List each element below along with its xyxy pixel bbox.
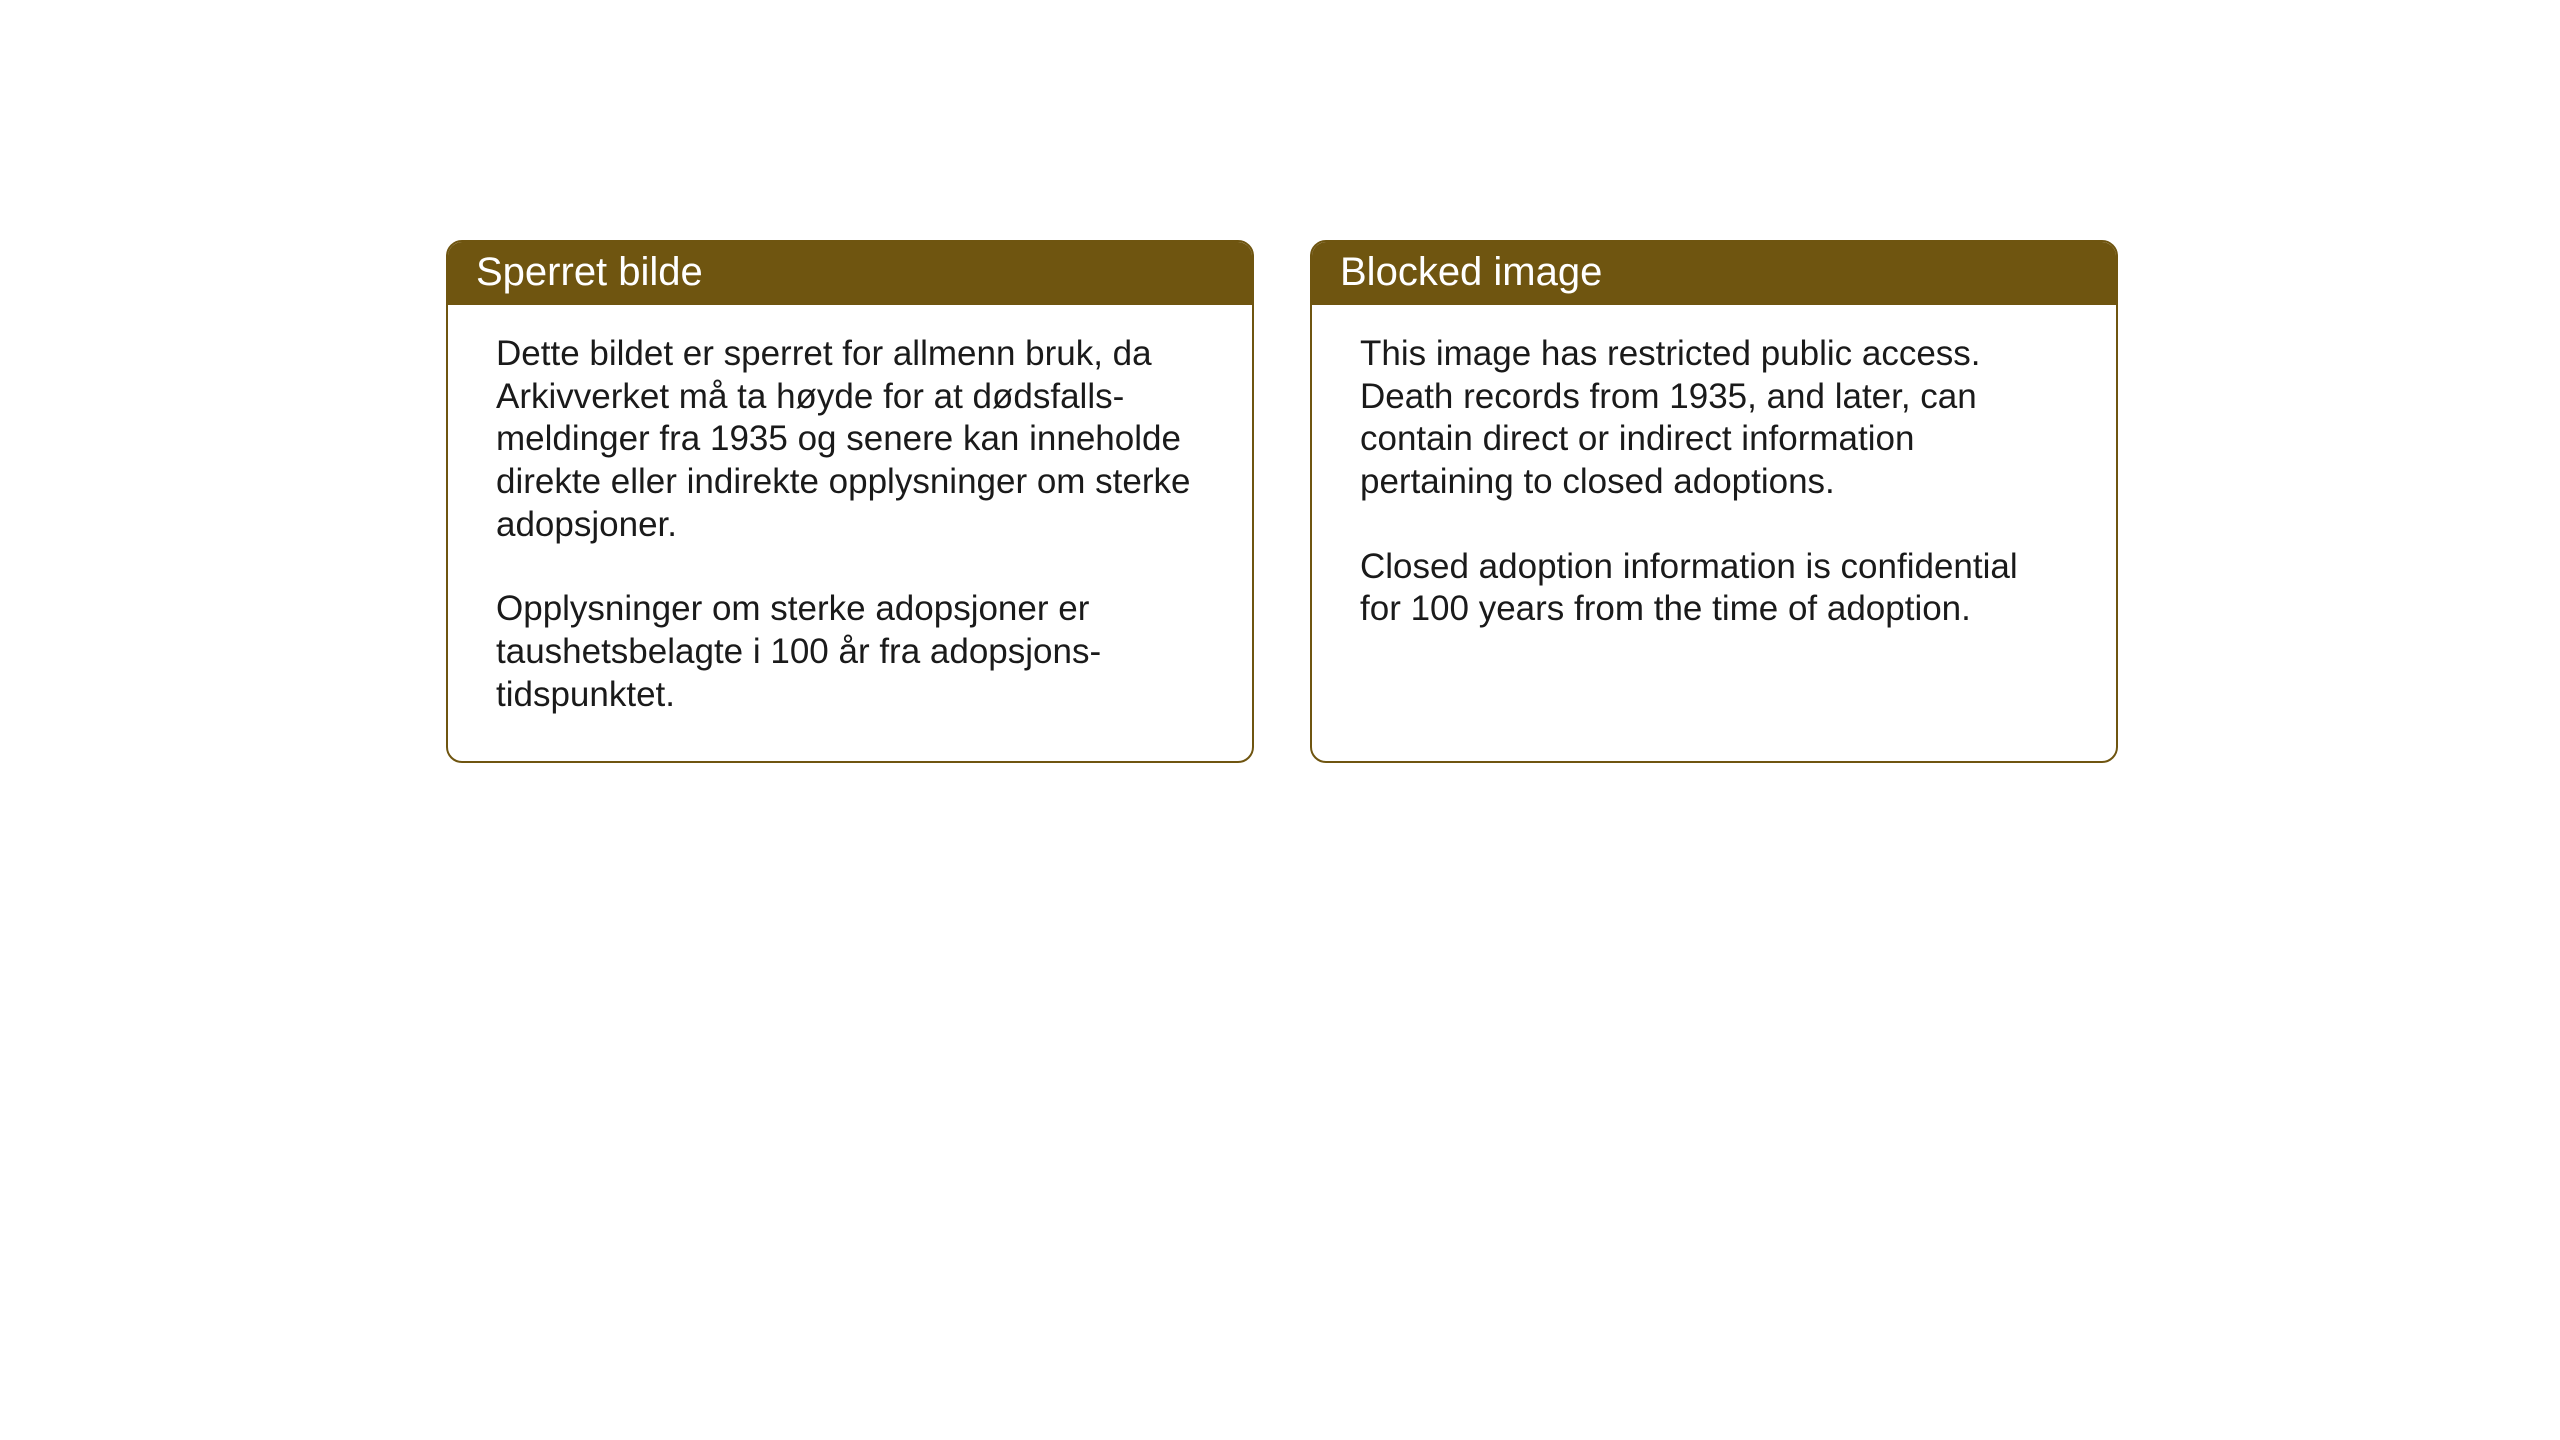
card-paragraph2-norwegian: Opplysninger om sterke adopsjoner er tau…: [496, 588, 1204, 716]
card-body-english: This image has restricted public access.…: [1312, 305, 2116, 675]
notice-card-norwegian: Sperret bilde Dette bildet er sperret fo…: [446, 240, 1254, 763]
card-header-english: Blocked image: [1312, 242, 2116, 305]
card-title-norwegian: Sperret bilde: [476, 250, 703, 294]
card-paragraph1-english: This image has restricted public access.…: [1360, 333, 2068, 504]
card-paragraph1-norwegian: Dette bildet er sperret for allmenn bruk…: [496, 333, 1204, 546]
notice-container: Sperret bilde Dette bildet er sperret fo…: [446, 240, 2118, 763]
notice-card-english: Blocked image This image has restricted …: [1310, 240, 2118, 763]
card-body-norwegian: Dette bildet er sperret for allmenn bruk…: [448, 305, 1252, 761]
card-title-english: Blocked image: [1340, 250, 1602, 294]
card-header-norwegian: Sperret bilde: [448, 242, 1252, 305]
card-paragraph2-english: Closed adoption information is confident…: [1360, 546, 2068, 631]
